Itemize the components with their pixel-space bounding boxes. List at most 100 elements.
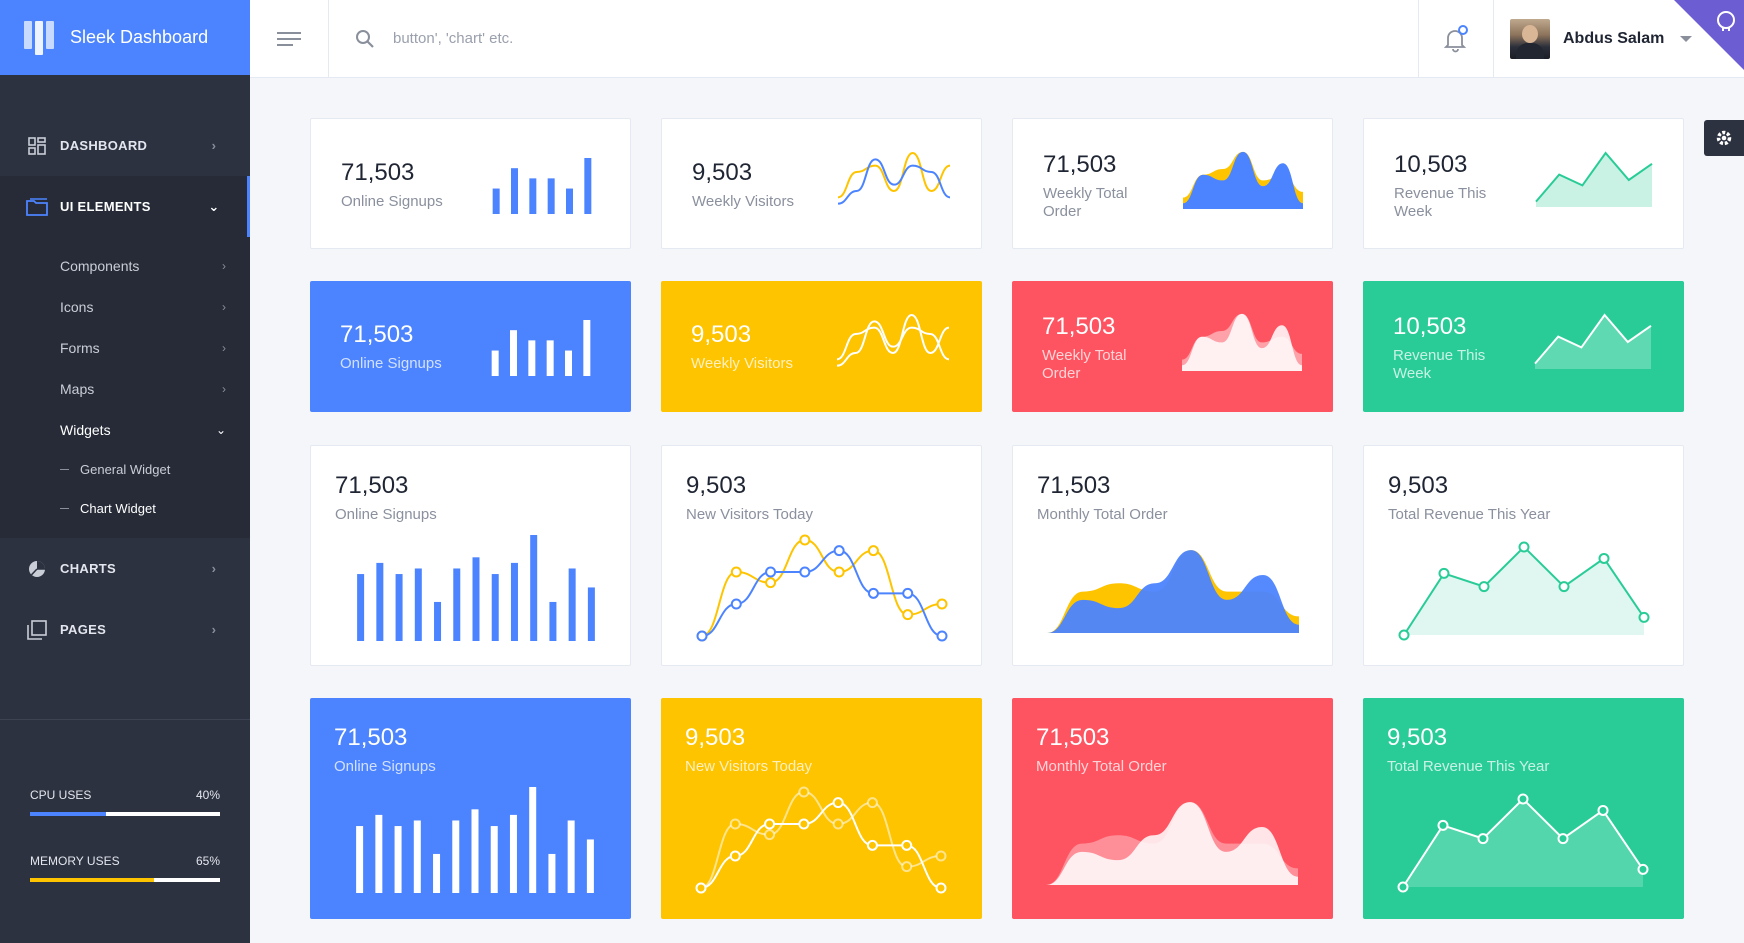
chart-bar (472, 557, 480, 641)
chart-point (1637, 863, 1649, 875)
submenu-item-chart-widget[interactable]: Chart Widget (0, 489, 250, 528)
submenu-item-forms[interactable]: Forms › (0, 327, 250, 368)
new-visitors-today-card: 9,503 New Visitors Today (661, 445, 982, 666)
card-label: Revenue This Week (1394, 185, 1487, 220)
card-value: 71,503 (1037, 472, 1111, 499)
submenu-item-maps[interactable]: Maps › (0, 368, 250, 409)
cpu-usage-value: 40% (195, 788, 220, 802)
revenue-area-chart (1534, 313, 1652, 369)
card-value: 71,503 (1036, 724, 1110, 751)
submenu-item-label: Maps (60, 380, 95, 397)
submenu-item-widgets[interactable]: Widgets ⌄ (0, 409, 250, 450)
chart-bar (471, 809, 479, 893)
chart-point (1477, 833, 1489, 845)
chevron-right-icon: › (211, 561, 217, 576)
ui-elements-submenu: Components › Icons › Forms › Maps › Widgets ⌄… (0, 237, 250, 538)
order-area-chart (1182, 313, 1302, 371)
search-icon[interactable] (355, 29, 375, 49)
sidebar-toggle-button[interactable] (250, 0, 329, 78)
chart-point (798, 786, 810, 798)
gear-icon (1716, 130, 1732, 146)
cpu-usage: CPU USES 40% (30, 788, 220, 816)
card-value: 71,503 (1043, 151, 1117, 178)
chart-point (764, 818, 776, 830)
brand-logo-icon (24, 20, 54, 55)
settings-button[interactable] (1704, 120, 1744, 156)
chart-point (764, 829, 776, 841)
sidebar-item-label: UI ELEMENTS (60, 199, 151, 214)
submenu-item-label: General Widget (80, 462, 171, 477)
dashboard-icon (26, 135, 48, 157)
chart-series-line (700, 790, 942, 889)
brand-title: Sleek Dashboard (70, 27, 209, 47)
user-menu[interactable]: Abdus Salam (1494, 0, 1744, 78)
chart-bar (568, 568, 576, 641)
revenue-line-chart-large (1397, 793, 1649, 893)
card-value: 71,503 (340, 321, 414, 348)
chevron-down-icon: ⌄ (208, 198, 220, 214)
sidebar-item-charts[interactable]: CHARTS › (0, 538, 250, 599)
chart-bar (491, 350, 499, 376)
github-corner-icon[interactable] (1674, 0, 1744, 70)
chart-bar (453, 568, 461, 641)
submenu-item-components[interactable]: Components › (0, 245, 250, 286)
chart-series-line (836, 320, 950, 367)
chart-point (867, 545, 879, 557)
dash-icon (60, 508, 69, 509)
search-input[interactable] (393, 30, 893, 47)
avatar (1510, 18, 1550, 59)
signups-bar-chart (492, 158, 592, 214)
chart-series-line (836, 313, 950, 361)
sidebar-item-pages[interactable]: PAGES › (0, 599, 250, 660)
online-signups-large-card: 71,503 Online Signups (310, 445, 631, 666)
chart-point (765, 566, 777, 578)
ui-elements-icon (26, 196, 48, 218)
notifications-button[interactable] (1418, 0, 1494, 78)
chart-point (832, 797, 844, 809)
visitors-line-chart-large (695, 786, 947, 894)
submenu-item-label: Forms (60, 339, 100, 356)
search-bar (329, 0, 1418, 78)
chart-bar (375, 814, 383, 893)
chart-area-fill (1535, 315, 1651, 369)
chart-point (935, 882, 947, 894)
memory-usage-value: 65% (195, 854, 220, 868)
card-label: Weekly Total Order (1043, 185, 1128, 220)
chart-bar (528, 340, 536, 376)
chart-bar (394, 826, 402, 893)
card-label: Total Revenue This Year (1388, 506, 1551, 523)
chart-point (866, 797, 878, 809)
chart-bar (566, 188, 573, 214)
chart-bar (452, 820, 460, 893)
chart-bar (356, 826, 364, 893)
sidebar-item-dashboard[interactable]: DASHBOARD › (0, 115, 250, 176)
card-value: 9,503 (685, 724, 746, 751)
cpu-usage-bar (30, 812, 220, 816)
chart-point (833, 566, 845, 578)
memory-usage: MEMORY USES 65% (30, 854, 220, 882)
sidebar-item-label: PAGES (60, 622, 107, 637)
chart-point (936, 598, 948, 610)
submenu-item-label: Icons (60, 298, 94, 315)
chart-bar (586, 839, 594, 893)
submenu-item-icons[interactable]: Icons › (0, 286, 250, 327)
chart-point (696, 630, 708, 642)
visitors-line-chart-large (696, 534, 948, 642)
chart-area-fill (1404, 547, 1644, 635)
chart-series-line (837, 151, 951, 199)
chart-series-area (1182, 313, 1302, 371)
chart-bar (413, 820, 421, 893)
card-value: 9,503 (1388, 472, 1449, 499)
visitors-line-chart (836, 313, 950, 367)
submenu-item-general-widget[interactable]: General Widget (0, 450, 250, 489)
chevron-right-icon: › (222, 381, 226, 396)
chart-series-line (701, 538, 943, 637)
chart-bar (395, 574, 403, 641)
revenue-line-chart-large (1398, 541, 1650, 641)
card-value: 10,503 (1394, 151, 1468, 178)
brand[interactable]: Sleek Dashboard (0, 0, 250, 75)
sidebar-item-ui-elements[interactable]: UI ELEMENTS ⌄ (0, 176, 250, 237)
chart-point (798, 818, 810, 830)
chevron-right-icon: › (211, 622, 217, 637)
chart-point (765, 577, 777, 589)
